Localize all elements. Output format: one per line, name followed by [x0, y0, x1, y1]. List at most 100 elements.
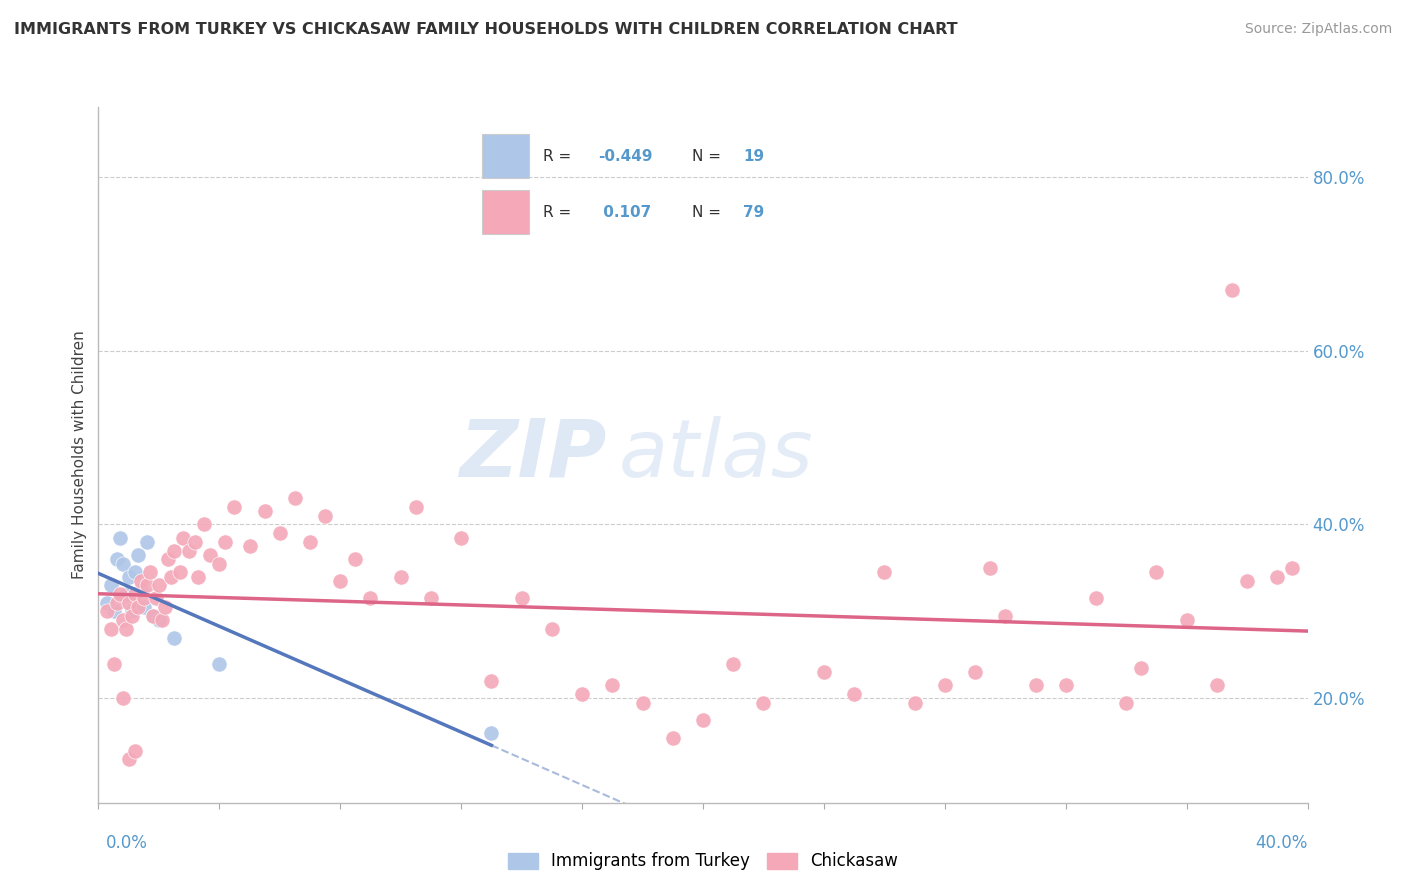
Point	[142, 608, 165, 623]
Point	[135, 534, 157, 549]
Point	[145, 591, 167, 606]
Point	[108, 587, 131, 601]
Point	[179, 543, 201, 558]
Point	[540, 622, 562, 636]
Point	[96, 596, 118, 610]
Point	[160, 570, 183, 584]
Point	[121, 608, 143, 623]
Point	[214, 534, 236, 549]
Point	[111, 557, 134, 571]
Point	[153, 600, 176, 615]
Point	[163, 543, 186, 558]
Y-axis label: Family Households with Children: Family Households with Children	[72, 331, 87, 579]
Point	[105, 552, 128, 566]
Point	[127, 548, 149, 562]
Legend: Immigrants from Turkey, Chickasaw: Immigrants from Turkey, Chickasaw	[508, 852, 898, 871]
Point	[269, 526, 291, 541]
Point	[121, 605, 143, 619]
Point	[139, 566, 162, 580]
Point	[1281, 561, 1303, 575]
Point	[103, 605, 125, 619]
Point	[813, 665, 835, 680]
Point	[344, 552, 367, 566]
Point	[108, 531, 131, 545]
Point	[208, 557, 231, 571]
Text: IMMIGRANTS FROM TURKEY VS CHICKASAW FAMILY HOUSEHOLDS WITH CHILDREN CORRELATION : IMMIGRANTS FROM TURKEY VS CHICKASAW FAMI…	[14, 22, 957, 37]
Point	[127, 600, 149, 615]
Point	[150, 613, 173, 627]
Point	[284, 491, 307, 506]
Point	[172, 531, 194, 545]
Point	[631, 696, 654, 710]
Point	[405, 500, 427, 514]
Point	[873, 566, 896, 580]
Point	[208, 657, 231, 671]
Point	[979, 561, 1001, 575]
Point	[135, 578, 157, 592]
Point	[904, 696, 927, 710]
Point	[118, 596, 141, 610]
Point	[934, 678, 956, 692]
Point	[571, 687, 593, 701]
Text: atlas: atlas	[619, 416, 813, 494]
Point	[124, 566, 146, 580]
Point	[124, 744, 146, 758]
Point	[148, 578, 170, 592]
Point	[389, 570, 412, 584]
Point	[1054, 678, 1077, 692]
Point	[105, 596, 128, 610]
Point	[510, 591, 533, 606]
Point	[481, 674, 503, 689]
Point	[1130, 661, 1153, 675]
Point	[114, 587, 136, 601]
Text: ZIP: ZIP	[458, 416, 606, 494]
Point	[314, 508, 336, 523]
Point	[692, 713, 714, 727]
Point	[299, 534, 322, 549]
Point	[184, 534, 207, 549]
Point	[723, 657, 745, 671]
Point	[103, 657, 125, 671]
Point	[965, 665, 987, 680]
Point	[844, 687, 866, 701]
Point	[1206, 678, 1229, 692]
Point	[224, 500, 246, 514]
Point	[1085, 591, 1108, 606]
Point	[129, 574, 152, 588]
Point	[148, 613, 170, 627]
Point	[96, 605, 118, 619]
Point	[118, 752, 141, 766]
Point	[100, 622, 122, 636]
Text: 0.0%: 0.0%	[105, 834, 148, 852]
Point	[420, 591, 443, 606]
Point	[1115, 696, 1137, 710]
Point	[132, 591, 155, 606]
Point	[602, 678, 624, 692]
Point	[752, 696, 775, 710]
Point	[142, 608, 165, 623]
Point	[1236, 574, 1258, 588]
Point	[1024, 678, 1046, 692]
Point	[132, 600, 155, 615]
Point	[481, 726, 503, 740]
Point	[1144, 566, 1167, 580]
Point	[111, 613, 134, 627]
Point	[450, 531, 472, 545]
Point	[163, 631, 186, 645]
Point	[156, 552, 179, 566]
Point	[118, 570, 141, 584]
Point	[187, 570, 209, 584]
Point	[111, 691, 134, 706]
Point	[193, 517, 215, 532]
Point	[329, 574, 352, 588]
Point	[1220, 283, 1243, 297]
Point	[994, 608, 1017, 623]
Point	[129, 582, 152, 597]
Point	[1175, 613, 1198, 627]
Point	[360, 591, 382, 606]
Point	[124, 587, 146, 601]
Point	[239, 539, 262, 553]
Point	[662, 731, 685, 745]
Point	[114, 622, 136, 636]
Point	[200, 548, 222, 562]
